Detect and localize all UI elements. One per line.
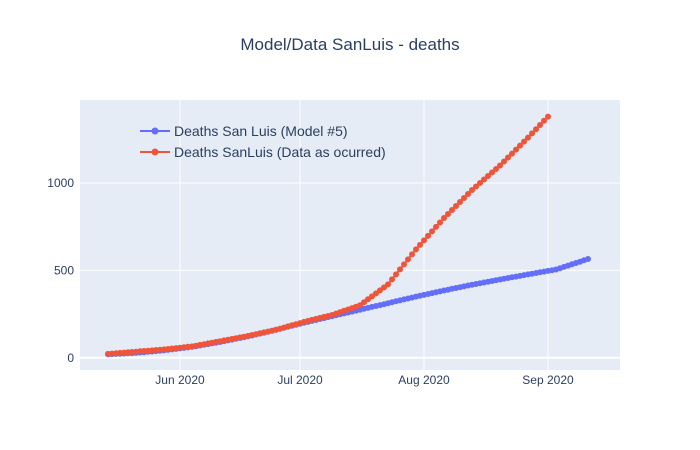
data-point: [417, 241, 423, 248]
y-tick-label: 500: [54, 263, 74, 277]
data-point: [441, 215, 447, 221]
legend-label: Deaths SanLuis (Data as ocurred): [174, 144, 386, 160]
legend-item[interactable]: Deaths San Luis (Model #5): [140, 123, 348, 139]
data-point: [433, 223, 439, 230]
data-point: [393, 271, 399, 278]
data-point: [521, 138, 527, 145]
data-point: [389, 276, 395, 283]
data-point: [421, 237, 427, 244]
y-tick-label: 0: [67, 351, 74, 365]
legend-label: Deaths San Luis (Model #5): [174, 123, 348, 139]
legend-marker: [151, 127, 159, 135]
data-point: [481, 176, 487, 183]
data-point: [429, 228, 435, 235]
data-point: [437, 219, 443, 226]
data-point: [525, 134, 531, 141]
data-point: [533, 126, 539, 133]
data-point: [517, 142, 523, 149]
legend-marker: [151, 148, 159, 156]
data-point: [545, 113, 551, 120]
data-point: [449, 207, 455, 213]
legend-item[interactable]: Deaths SanLuis (Data as ocurred): [140, 144, 386, 160]
data-point: [485, 173, 491, 179]
data-point: [385, 281, 391, 288]
data-point: [529, 130, 535, 137]
series-layer: [105, 113, 591, 358]
data-point: [509, 150, 515, 157]
data-point: [425, 232, 431, 239]
series-1: [105, 113, 551, 357]
data-point: [401, 261, 407, 268]
data-point: [513, 146, 519, 153]
data-point: [465, 191, 471, 197]
data-point: [541, 117, 547, 124]
data-point: [501, 158, 507, 165]
data-point: [405, 256, 411, 263]
x-tick-label: Jun 2020: [155, 373, 205, 387]
data-point: [409, 251, 415, 258]
data-point: [537, 122, 543, 128]
chart-title: Model/Data SanLuis - deaths: [240, 35, 459, 54]
data-point: [461, 195, 467, 201]
grid: [80, 100, 620, 370]
data-point: [413, 246, 419, 253]
data-point: [453, 203, 459, 209]
data-point: [457, 199, 463, 205]
data-point: [585, 256, 591, 262]
axes: Jun 2020 Jul 2020 Aug 2020 Sep 2020 0 500 1000: [47, 176, 574, 387]
plot-background: [80, 100, 620, 370]
legend[interactable]: Deaths San Luis (Model #5) Deaths SanLuis…: [140, 123, 386, 160]
x-tick-label: Jul 2020: [277, 373, 323, 387]
data-point: [489, 169, 495, 176]
data-point: [497, 162, 503, 169]
data-point: [477, 180, 483, 186]
y-tick-label: 1000: [47, 176, 74, 190]
data-point: [469, 187, 475, 193]
data-point: [493, 166, 499, 172]
x-tick-label: Aug 2020: [398, 373, 450, 387]
x-tick-label: Sep 2020: [522, 373, 574, 387]
data-point: [505, 154, 511, 161]
data-point: [397, 266, 403, 273]
data-point: [445, 211, 451, 217]
data-point: [473, 183, 479, 190]
